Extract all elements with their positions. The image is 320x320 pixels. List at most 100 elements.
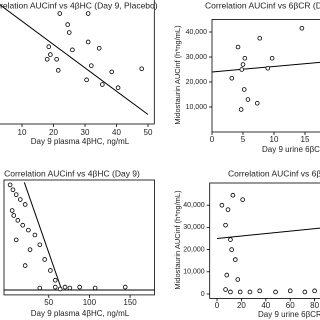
x-axis-label: Day 9 urine 6βCR (ng/mL) (262, 145, 320, 154)
data-point (15, 218, 21, 223)
data-point (46, 44, 52, 49)
panel: 0 20 40 60 80 0 10,000 20,000 30,000 40,000 Correl… (173, 168, 320, 319)
plot-frame (209, 182, 320, 299)
data-point (238, 107, 244, 112)
x-tick-label: 10 (18, 128, 27, 137)
data-point (10, 187, 16, 193)
data-point (122, 284, 128, 290)
data-point (235, 44, 241, 50)
data-point (84, 77, 89, 83)
data-point (241, 87, 247, 92)
data-point (54, 57, 59, 62)
data-point (287, 288, 293, 294)
y-tick-label: 20,000 (186, 79, 208, 86)
y-tick-label: 10,000 (186, 104, 208, 111)
data-point (233, 257, 238, 262)
x-tick-label: 30 (81, 128, 90, 137)
data-point (224, 272, 230, 278)
x-axis-label: Day 9 urine 6βCR (ng/mL) (258, 310, 320, 319)
data-point (17, 197, 23, 202)
data-point (96, 45, 102, 51)
data-point (85, 11, 91, 16)
x-tick-label: 40 (112, 128, 121, 137)
data-point (254, 100, 260, 106)
x-tick-label: 20 (49, 128, 58, 137)
data-point (48, 268, 53, 273)
data-point (269, 55, 275, 61)
data-point (92, 285, 98, 291)
data-point (229, 247, 234, 252)
data-point (65, 22, 70, 27)
data-point (9, 208, 15, 213)
x-tick-label: 10 (270, 135, 279, 144)
data-point (257, 35, 263, 41)
data-point (265, 65, 271, 71)
plot-frame (211, 19, 320, 133)
x-tick-label: 15 (301, 135, 310, 144)
data-point (70, 47, 75, 53)
data-point (109, 69, 115, 75)
data-point (257, 288, 263, 294)
data-point (85, 39, 91, 45)
x-tick-label: 60 (286, 301, 295, 310)
x-tick-label: 50 (144, 128, 153, 137)
trend-line (216, 227, 320, 239)
data-point (13, 192, 19, 197)
data-point (67, 285, 73, 291)
data-point (273, 289, 278, 295)
data-point (48, 52, 53, 57)
y-tick-label: 40,000 (183, 202, 205, 209)
data-point (42, 257, 47, 262)
data-point (52, 284, 58, 290)
data-point (100, 82, 105, 87)
data-point (228, 289, 233, 295)
x-tick-label: 0 (215, 301, 220, 310)
x-tick-label: 0 (210, 135, 215, 144)
data-point (44, 57, 50, 62)
x-tick-label: 5 (241, 135, 246, 144)
chart-title: Correlation AUCinf vs 4βHC (Day 9, Place… (0, 0, 158, 10)
data-point (62, 284, 68, 290)
data-point (240, 197, 245, 202)
data-point (229, 75, 235, 81)
panel: 50 100 150 Correlation AUCinf vs 4βHC (Day … (3, 168, 155, 318)
data-point (32, 232, 38, 238)
data-point (26, 227, 31, 233)
data-point (20, 222, 26, 228)
trend-line (0, 4, 149, 115)
panel: 0 5 10 15 10,000 20,000 30,000 40,000 Correlatio… (173, 0, 320, 154)
panel: 10 20 30 40 50 Correlation AUCinf vs 4βHC (Da… (0, 0, 158, 146)
data-point (219, 202, 225, 208)
data-point (7, 182, 13, 188)
data-point (13, 237, 19, 243)
data-point (228, 237, 233, 242)
x-tick-label: 50 (44, 298, 53, 307)
data-point (139, 66, 145, 72)
y-tick-label: 40,000 (186, 29, 208, 36)
data-point (230, 192, 236, 198)
data-point (223, 222, 228, 228)
data-point (37, 285, 43, 291)
x-tick-label: 150 (123, 298, 137, 307)
data-point (302, 289, 308, 295)
chart-title: Correlation AUCinf vs 4βHC (Day 9) (4, 168, 140, 178)
trend-line (23, 182, 63, 291)
plot-frame (3, 179, 155, 296)
data-point (245, 97, 251, 102)
data-point (240, 62, 246, 67)
data-point (299, 25, 305, 31)
data-point (11, 213, 17, 218)
x-axis-label: Day 9 plasma 4βHC, ng/mL (31, 309, 130, 318)
x-tick-label: 40 (261, 301, 270, 310)
data-point (66, 30, 72, 35)
y-axis-label: Midostaurin AUCinf (h*ng/mL) (173, 25, 182, 125)
data-point (312, 288, 317, 294)
data-point (115, 85, 121, 91)
x-tick-label: 80 (310, 301, 319, 310)
chart-title: Correlation AUCinf vs 6βCR (Day 9) (228, 168, 320, 178)
data-point (89, 63, 94, 68)
data-point (237, 289, 243, 295)
plot-frame (0, 0, 155, 125)
y-tick-label: 20,000 (183, 246, 205, 253)
